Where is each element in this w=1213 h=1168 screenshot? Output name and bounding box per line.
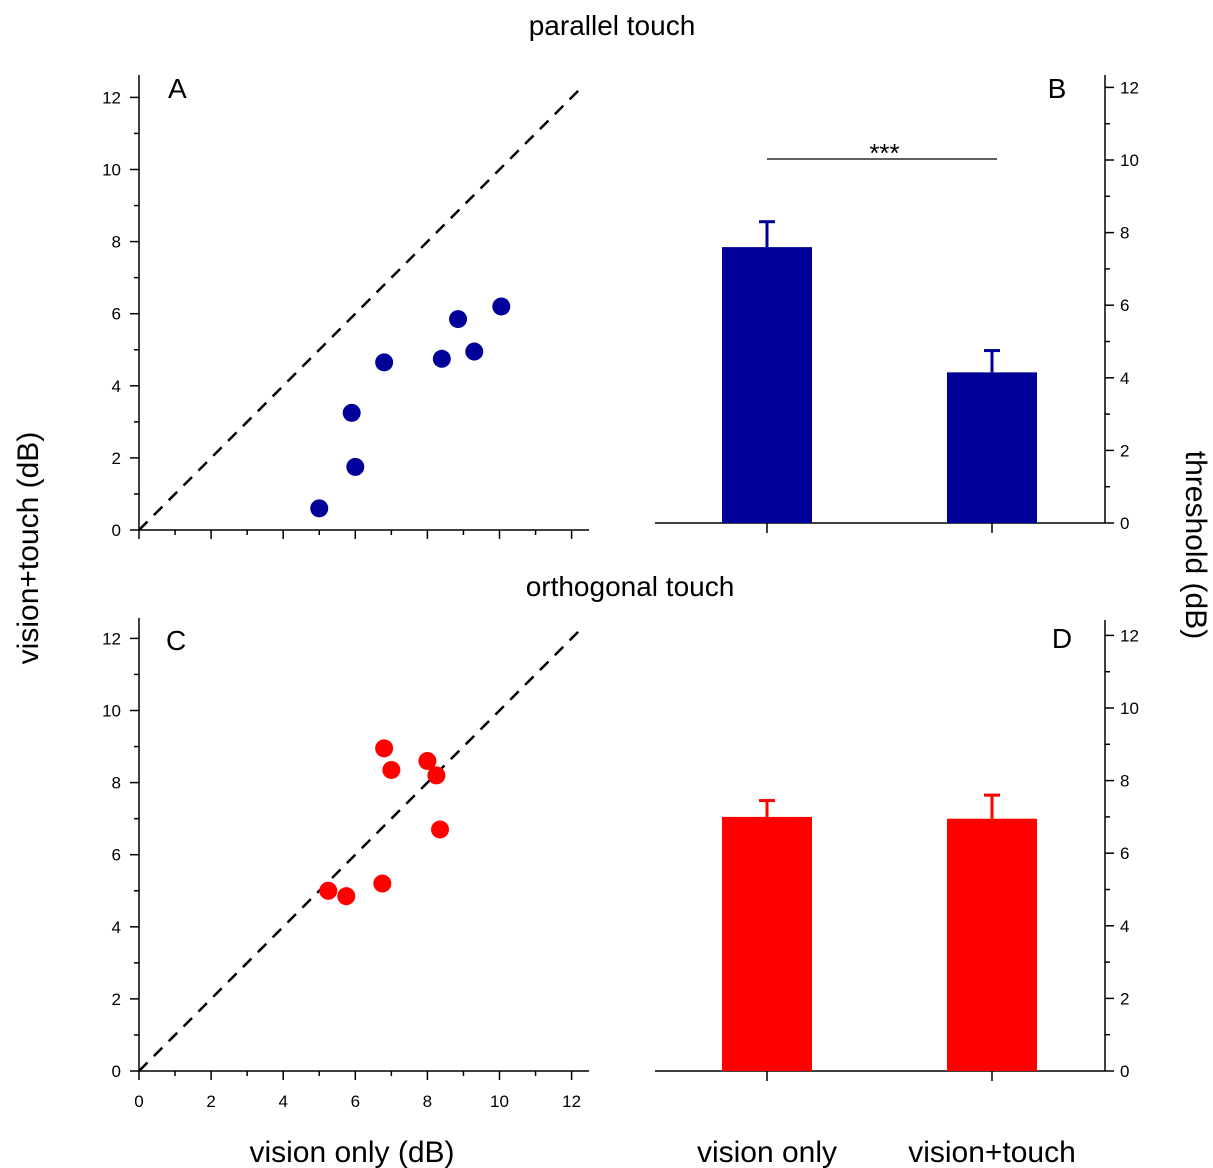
data-point [346, 457, 365, 476]
panel-b-bar-chart: 0 2 4 6 8 10 12 *** B [655, 73, 1139, 533]
y-axis-label-left: vision+touch (dB) [12, 432, 45, 665]
panel-d-bar-chart: 0 2 4 6 8 10 12 vision only vision+touch D [655, 620, 1139, 1168]
y-tick-label: 2 [112, 990, 121, 1009]
data-point [418, 751, 437, 770]
y-tick-label: 10 [1120, 699, 1139, 718]
y-tick-label: 10 [102, 161, 121, 180]
bar [947, 818, 1037, 1071]
y-tick-label: 8 [112, 233, 121, 252]
data-point [342, 403, 361, 422]
y-tick-label: 6 [112, 305, 121, 324]
data-point [431, 820, 450, 839]
y-tick-label: 0 [112, 1062, 121, 1081]
section-title-orthogonal: orthogonal touch [526, 571, 735, 602]
y-tick-label: 8 [1120, 772, 1129, 791]
data-point [449, 310, 468, 329]
y-tick-label: 0 [1120, 1062, 1129, 1081]
data-point [492, 297, 511, 316]
x-category-label: vision+touch [908, 1136, 1076, 1168]
data-point [375, 739, 394, 758]
panel-c-scatter: 0 2 4 6 8 10 12 0 2 4 6 8 10 12 C [102, 618, 589, 1111]
y-tick-label: 8 [1120, 224, 1129, 243]
y-tick-label: 2 [1120, 989, 1129, 1008]
x-tick-label: 6 [351, 1092, 360, 1111]
x-category-label: vision only [697, 1136, 837, 1168]
identity-line [138, 626, 584, 1072]
x-tick-label: 2 [206, 1092, 215, 1111]
panel-letter: B [1048, 73, 1067, 104]
x-tick-label: 4 [278, 1092, 287, 1111]
data-point [319, 881, 338, 900]
bar [722, 247, 812, 523]
y-axis-label-right: threshold (dB) [1179, 451, 1212, 639]
y-tick-label: 12 [1120, 78, 1139, 97]
y-tick-label: 2 [112, 449, 121, 468]
bar [947, 372, 1037, 523]
panel-a-scatter: 0 2 4 6 8 10 12 A [102, 73, 589, 540]
x-tick-label: 0 [134, 1092, 143, 1111]
data-point [382, 760, 401, 779]
panel-letter: C [166, 625, 186, 656]
x-axis-label-scatter: vision only (dB) [249, 1136, 454, 1168]
y-tick-label: 10 [102, 702, 121, 721]
y-tick-label: 12 [1120, 626, 1139, 645]
y-tick-label: 4 [1120, 917, 1129, 936]
y-tick-label: 8 [112, 774, 121, 793]
y-tick-label: 12 [102, 88, 121, 107]
y-tick-label: 4 [112, 377, 121, 396]
y-tick-label: 4 [112, 918, 121, 937]
data-point [427, 766, 446, 785]
x-tick-label: 10 [490, 1092, 509, 1111]
y-tick-label: 6 [112, 846, 121, 865]
y-tick-label: 12 [102, 629, 121, 648]
panel-letter: A [168, 73, 187, 104]
x-tick-label: 12 [562, 1092, 581, 1111]
y-tick-label: 10 [1120, 151, 1139, 170]
data-point [337, 887, 356, 906]
data-point [310, 499, 329, 518]
y-tick-label: 6 [1120, 296, 1129, 315]
y-tick-label: 0 [112, 521, 121, 540]
data-point [432, 349, 451, 368]
y-tick-label: 6 [1120, 844, 1129, 863]
data-point [373, 874, 392, 893]
y-tick-label: 0 [1120, 514, 1129, 533]
data-point [465, 342, 484, 361]
y-tick-label: 2 [1120, 441, 1129, 460]
bar [722, 816, 812, 1071]
data-point [375, 353, 394, 372]
panel-letter: D [1052, 623, 1072, 654]
x-tick-label: 8 [423, 1092, 432, 1111]
section-title-parallel: parallel touch [529, 10, 696, 41]
y-tick-label: 4 [1120, 369, 1129, 388]
significance-label: *** [869, 138, 899, 168]
